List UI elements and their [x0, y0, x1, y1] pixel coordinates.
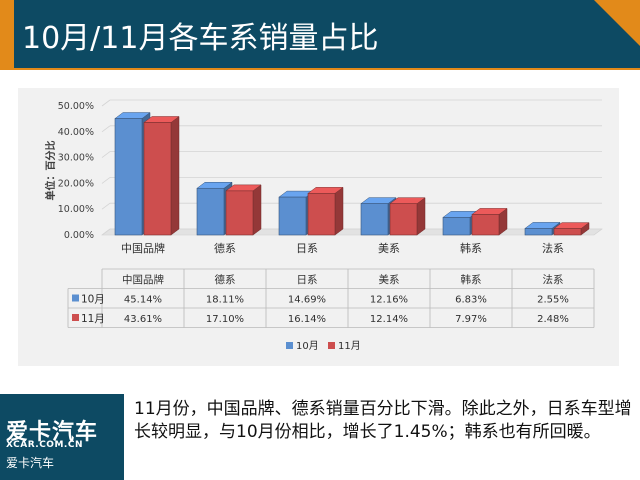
table-legend-swatch: [72, 294, 79, 302]
page-title: 10月/11月各车系销量占比: [22, 21, 379, 56]
gridline-depth: [101, 125, 111, 133]
chart-caption: 11月份，中国品牌、德系销量百分比下滑。除此之外，日系车型增长较明显，与10月份…: [134, 399, 632, 442]
bar: [442, 217, 471, 236]
gridline-depth: [101, 177, 111, 184]
table-value-cell: 18.11%: [206, 295, 244, 306]
table-value-cell: 12.16%: [370, 295, 408, 306]
gridline-depth: [101, 202, 111, 210]
bar: [225, 190, 254, 236]
bar: [524, 228, 553, 236]
table-header-cell: 中国品牌: [122, 273, 164, 286]
table-value-cell: 45.14%: [124, 295, 162, 306]
x-tick-label: 日系: [296, 242, 318, 255]
y-tick-label: 30.00%: [58, 153, 94, 164]
table-value-cell: 14.69%: [288, 295, 326, 306]
header-accent-bar: [0, 0, 14, 70]
bar: [307, 193, 336, 236]
table-value-cell: 7.97%: [455, 314, 487, 325]
x-tick-label: 中国品牌: [121, 241, 165, 255]
x-tick-label: 美系: [378, 242, 400, 255]
legend-swatch: [328, 342, 335, 349]
y-tick-label: 0.00%: [64, 230, 94, 241]
bar: [389, 203, 418, 236]
legend-label: 11月: [338, 340, 361, 352]
bar: [196, 187, 225, 236]
bar: [114, 118, 143, 236]
table-value-cell: 17.10%: [206, 314, 244, 325]
gridline-depth: [101, 151, 111, 158]
y-tick-label: 50.00%: [58, 101, 94, 112]
bar: [360, 203, 389, 236]
bar-side: [252, 184, 262, 236]
table-value-cell: 2.48%: [537, 314, 569, 325]
x-tick-label: 法系: [542, 241, 564, 255]
table-legend-swatch: [72, 314, 79, 321]
header-corner-decoration: [594, 0, 640, 46]
y-tick-label: 20.00%: [58, 178, 94, 189]
table-value-cell: 43.61%: [124, 314, 162, 325]
brand-logo: 爱卡汽车 XCAR.COM.CN 爱卡汽车: [0, 394, 124, 480]
bar-chart: 0.00% 10.00% 20.00% 30.00% 40.00% 50.00% 单位：百分…: [44, 99, 603, 352]
table-header-cell: 德系: [215, 273, 236, 286]
table-value-cell: 2.55%: [537, 295, 569, 306]
logo-main-text: 爱卡汽车: [6, 420, 99, 445]
logo-cn-text: 爱卡汽车: [6, 456, 55, 470]
gridline-depth: [101, 99, 111, 107]
table-series-label: 10月: [81, 294, 105, 306]
chart-panel: 0.00% 10.00% 20.00% 30.00% 40.00% 50.00% 单位：百分…: [18, 88, 619, 366]
bar-side: [416, 197, 426, 236]
logo-domain-text: XCAR.COM.CN: [6, 440, 83, 450]
y-axis-label: 单位：百分比: [44, 141, 57, 201]
bar: [471, 214, 500, 236]
y-tick-label: 40.00%: [58, 127, 94, 138]
table-value-cell: 12.14%: [370, 314, 408, 325]
bar: [278, 196, 307, 236]
table-header-cell: 韩系: [461, 273, 482, 286]
bar-side: [170, 115, 180, 236]
table-value-cell: 16.14%: [288, 314, 326, 325]
legend-swatch: [286, 342, 293, 349]
y-tick-label: 10.00%: [58, 204, 94, 215]
bar: [553, 228, 582, 236]
header-banner: 10月/11月各车系销量占比: [0, 0, 640, 70]
legend-label: 10月: [296, 340, 319, 352]
x-tick-label: 韩系: [460, 241, 482, 255]
gridline-depth: [101, 228, 111, 236]
table-value-cell: 6.83%: [455, 295, 487, 306]
bar: [143, 122, 172, 236]
table-header-cell: 日系: [297, 274, 318, 286]
x-tick-label: 德系: [214, 241, 236, 255]
bar-side: [334, 186, 344, 236]
table-header-cell: 美系: [379, 273, 400, 286]
table-header-cell: 法系: [543, 273, 564, 286]
table-series-label: 11月: [81, 313, 105, 325]
